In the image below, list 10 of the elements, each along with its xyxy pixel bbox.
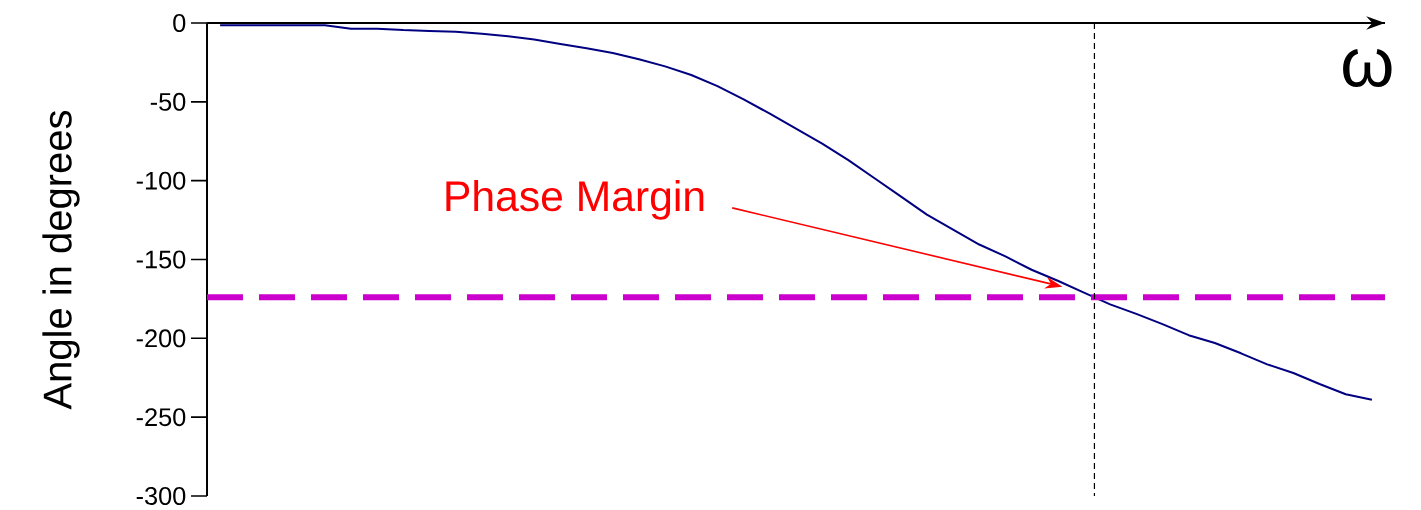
y-tick-label: -150 bbox=[136, 250, 186, 269]
y-axis-title: Angle in degrees bbox=[42, 110, 80, 410]
y-tick-label: -100 bbox=[136, 171, 186, 190]
y-tick-label: -50 bbox=[150, 92, 186, 111]
x-axis-title: ω bbox=[1343, 48, 1392, 87]
y-tick-label: -200 bbox=[136, 329, 186, 348]
y-tick-label: 0 bbox=[173, 14, 186, 32]
y-tick-label: -300 bbox=[136, 487, 186, 505]
annotation: Phase Margin bbox=[446, 180, 704, 220]
y-tick-label: -250 bbox=[136, 408, 186, 427]
